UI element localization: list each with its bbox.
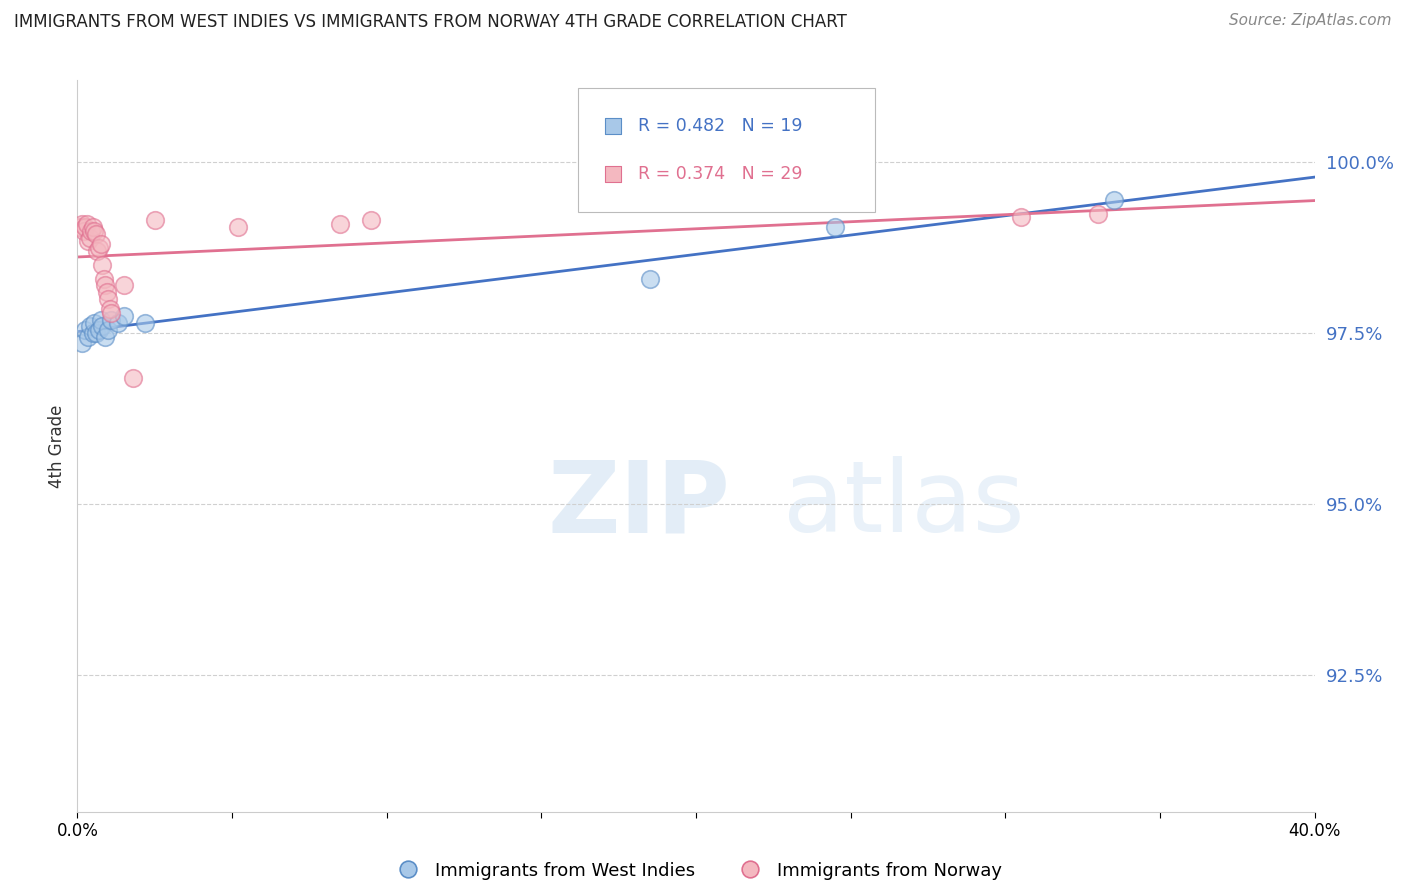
Point xyxy=(90,312,111,326)
Point xyxy=(87,323,110,337)
Point xyxy=(93,271,115,285)
Point xyxy=(134,316,156,330)
Point xyxy=(69,220,91,235)
Point xyxy=(90,237,111,252)
Point xyxy=(84,227,107,241)
Point xyxy=(107,316,129,330)
Point xyxy=(112,309,135,323)
Point xyxy=(824,220,846,235)
Point xyxy=(112,278,135,293)
Point xyxy=(1010,210,1032,224)
Text: Source: ZipAtlas.com: Source: ZipAtlas.com xyxy=(1229,13,1392,29)
Point xyxy=(94,278,117,293)
Point xyxy=(83,316,105,330)
Point xyxy=(75,220,96,235)
Point xyxy=(72,224,94,238)
Legend: Immigrants from West Indies, Immigrants from Norway: Immigrants from West Indies, Immigrants … xyxy=(382,855,1010,887)
Point xyxy=(329,217,352,231)
Point xyxy=(75,323,96,337)
Point xyxy=(638,271,661,285)
Point xyxy=(94,329,117,343)
Point xyxy=(97,323,120,337)
Point xyxy=(77,329,100,343)
Point xyxy=(87,241,110,255)
Point xyxy=(226,220,249,235)
Point xyxy=(97,292,120,306)
Point xyxy=(83,224,105,238)
FancyBboxPatch shape xyxy=(578,87,876,212)
Point xyxy=(91,319,114,334)
Point xyxy=(100,312,122,326)
Point xyxy=(1102,193,1125,207)
Text: IMMIGRANTS FROM WEST INDIES VS IMMIGRANTS FROM NORWAY 4TH GRADE CORRELATION CHAR: IMMIGRANTS FROM WEST INDIES VS IMMIGRANT… xyxy=(14,13,846,31)
Point xyxy=(84,326,107,341)
Y-axis label: 4th Grade: 4th Grade xyxy=(48,404,66,488)
Point xyxy=(80,224,103,238)
Text: R = 0.374   N = 29: R = 0.374 N = 29 xyxy=(638,165,803,183)
Point xyxy=(1087,206,1109,220)
Point xyxy=(70,217,93,231)
Point xyxy=(91,258,114,272)
Point xyxy=(70,336,93,351)
Point xyxy=(96,285,118,300)
Text: ZIP: ZIP xyxy=(547,456,730,553)
Point xyxy=(360,213,382,227)
Point xyxy=(143,213,166,227)
Point xyxy=(86,244,108,259)
Point xyxy=(82,326,104,341)
Point xyxy=(100,306,122,320)
Point xyxy=(79,319,101,334)
Point xyxy=(98,302,121,317)
Point xyxy=(77,234,100,248)
Point xyxy=(79,230,101,244)
Text: atlas: atlas xyxy=(783,456,1024,553)
Text: R = 0.482   N = 19: R = 0.482 N = 19 xyxy=(638,117,803,135)
Point xyxy=(82,220,104,235)
Point xyxy=(76,217,98,231)
Point xyxy=(122,370,145,384)
